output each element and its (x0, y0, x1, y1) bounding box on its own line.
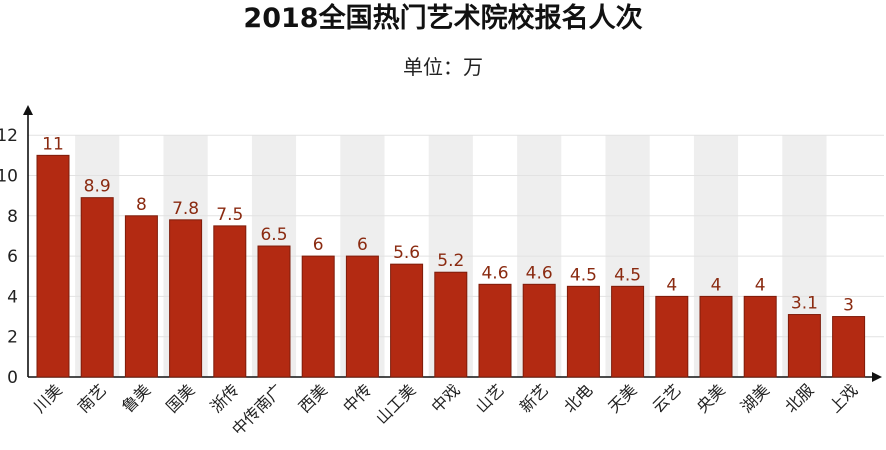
bar (743, 295, 777, 378)
bar (787, 314, 821, 378)
data-label: 4 (666, 275, 677, 295)
x-tick-labels: 川美 南艺 鲁美 国美 浙传中传南广 西美 中传山工美 中戏 山艺 新艺 北电 天美 云艺 央美 湖美 北服上… (30, 380, 862, 439)
data-label: 5.2 (437, 251, 464, 271)
x-tick-label: 鲁美 (118, 380, 154, 416)
x-tick-label: 北服 (781, 380, 817, 416)
bar (478, 283, 512, 378)
x-tick-label: 川美 (30, 380, 66, 416)
x-tick-label: 中戏 (428, 380, 464, 416)
x-tick-label: 北电 (560, 380, 596, 416)
y-tick-label: 6 (7, 247, 18, 267)
bar (832, 316, 866, 378)
data-label: 4.6 (481, 263, 508, 283)
data-label: 4.6 (526, 263, 553, 283)
data-label: 4 (711, 275, 722, 295)
y-tick-label: 4 (7, 287, 18, 307)
bar (345, 255, 379, 378)
y-axis-arrow (23, 104, 33, 115)
x-tick-label: 浙传 (207, 380, 243, 416)
data-label: 11 (42, 134, 64, 154)
bar (80, 197, 114, 378)
bar (611, 285, 645, 378)
data-label: 5.6 (393, 243, 420, 263)
x-tick-label: 山艺 (472, 380, 508, 416)
bar (213, 225, 247, 378)
y-tick-label: 8 (7, 207, 18, 227)
x-tick-label: 新艺 (516, 380, 552, 416)
bar (522, 283, 556, 378)
y-tick-label: 12 (0, 126, 18, 146)
data-label: 8 (136, 195, 147, 215)
data-label: 8.9 (84, 177, 111, 197)
bar (257, 245, 291, 378)
x-tick-label: 央美 (693, 380, 729, 416)
y-tick-label: 0 (7, 368, 18, 388)
chart-title: 2018全国热门艺术院校报名人次 (243, 2, 642, 34)
x-tick-label: 西美 (295, 380, 331, 416)
data-label: 6 (313, 235, 324, 255)
bars (36, 154, 866, 378)
bar (434, 271, 468, 378)
data-label: 6 (357, 235, 368, 255)
data-label: 3 (843, 296, 854, 316)
x-tick-label: 南艺 (74, 380, 110, 416)
x-tick-label: 上戏 (825, 380, 861, 416)
bar (124, 215, 158, 378)
data-label: 4.5 (614, 265, 641, 285)
bar (169, 219, 203, 378)
x-tick-label: 国美 (162, 380, 198, 416)
bar (566, 285, 600, 378)
y-tick-label: 10 (0, 167, 18, 187)
x-tick-label: 山工美 (372, 380, 419, 427)
x-tick-label: 中传 (339, 380, 375, 416)
data-labels: 11 8.9 8 7.8 7.5 6.5 6 6 5.6 5.2 4.6 4.6 4.5 4.5 4 4 4 3.… (42, 134, 854, 315)
x-axis-arrow (872, 372, 882, 382)
data-label: 3.1 (791, 294, 818, 314)
x-tick-label: 湖美 (737, 380, 773, 416)
chart-subtitle-unit: 单位：万 (403, 55, 483, 79)
data-label: 4 (755, 275, 766, 295)
data-label: 7.5 (216, 205, 243, 225)
y-tick-labels: 0 2 4 6 8 10 12 (0, 126, 18, 388)
bar (655, 295, 689, 378)
data-label: 7.8 (172, 199, 199, 219)
bar (699, 295, 733, 378)
data-label: 6.5 (260, 225, 287, 245)
x-tick-label: 云艺 (649, 380, 685, 416)
x-tick-label: 天美 (604, 380, 640, 416)
bar (301, 255, 335, 378)
bar (390, 263, 424, 378)
bar (36, 154, 70, 378)
y-tick-label: 2 (7, 328, 18, 348)
data-label: 4.5 (570, 265, 597, 285)
